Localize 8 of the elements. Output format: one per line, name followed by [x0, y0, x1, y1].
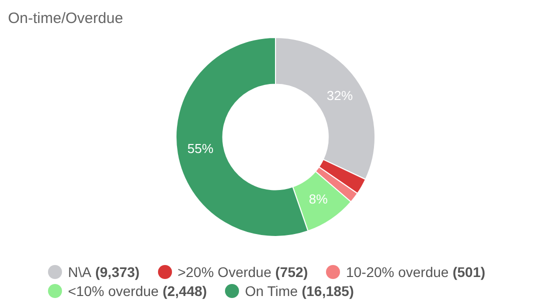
legend-label: N\A (9,373)	[68, 264, 140, 280]
legend-label: <10% overdue (2,448)	[68, 283, 207, 299]
legend-label: >20% Overdue (752)	[178, 264, 308, 280]
legend-label: On Time (16,185)	[244, 283, 354, 299]
data-label: 55%	[187, 141, 214, 156]
chart-title: On-time/Overdue	[8, 10, 124, 27]
data-label: 8%	[308, 192, 328, 207]
legend-label: 10-20% overdue (501)	[346, 264, 486, 280]
